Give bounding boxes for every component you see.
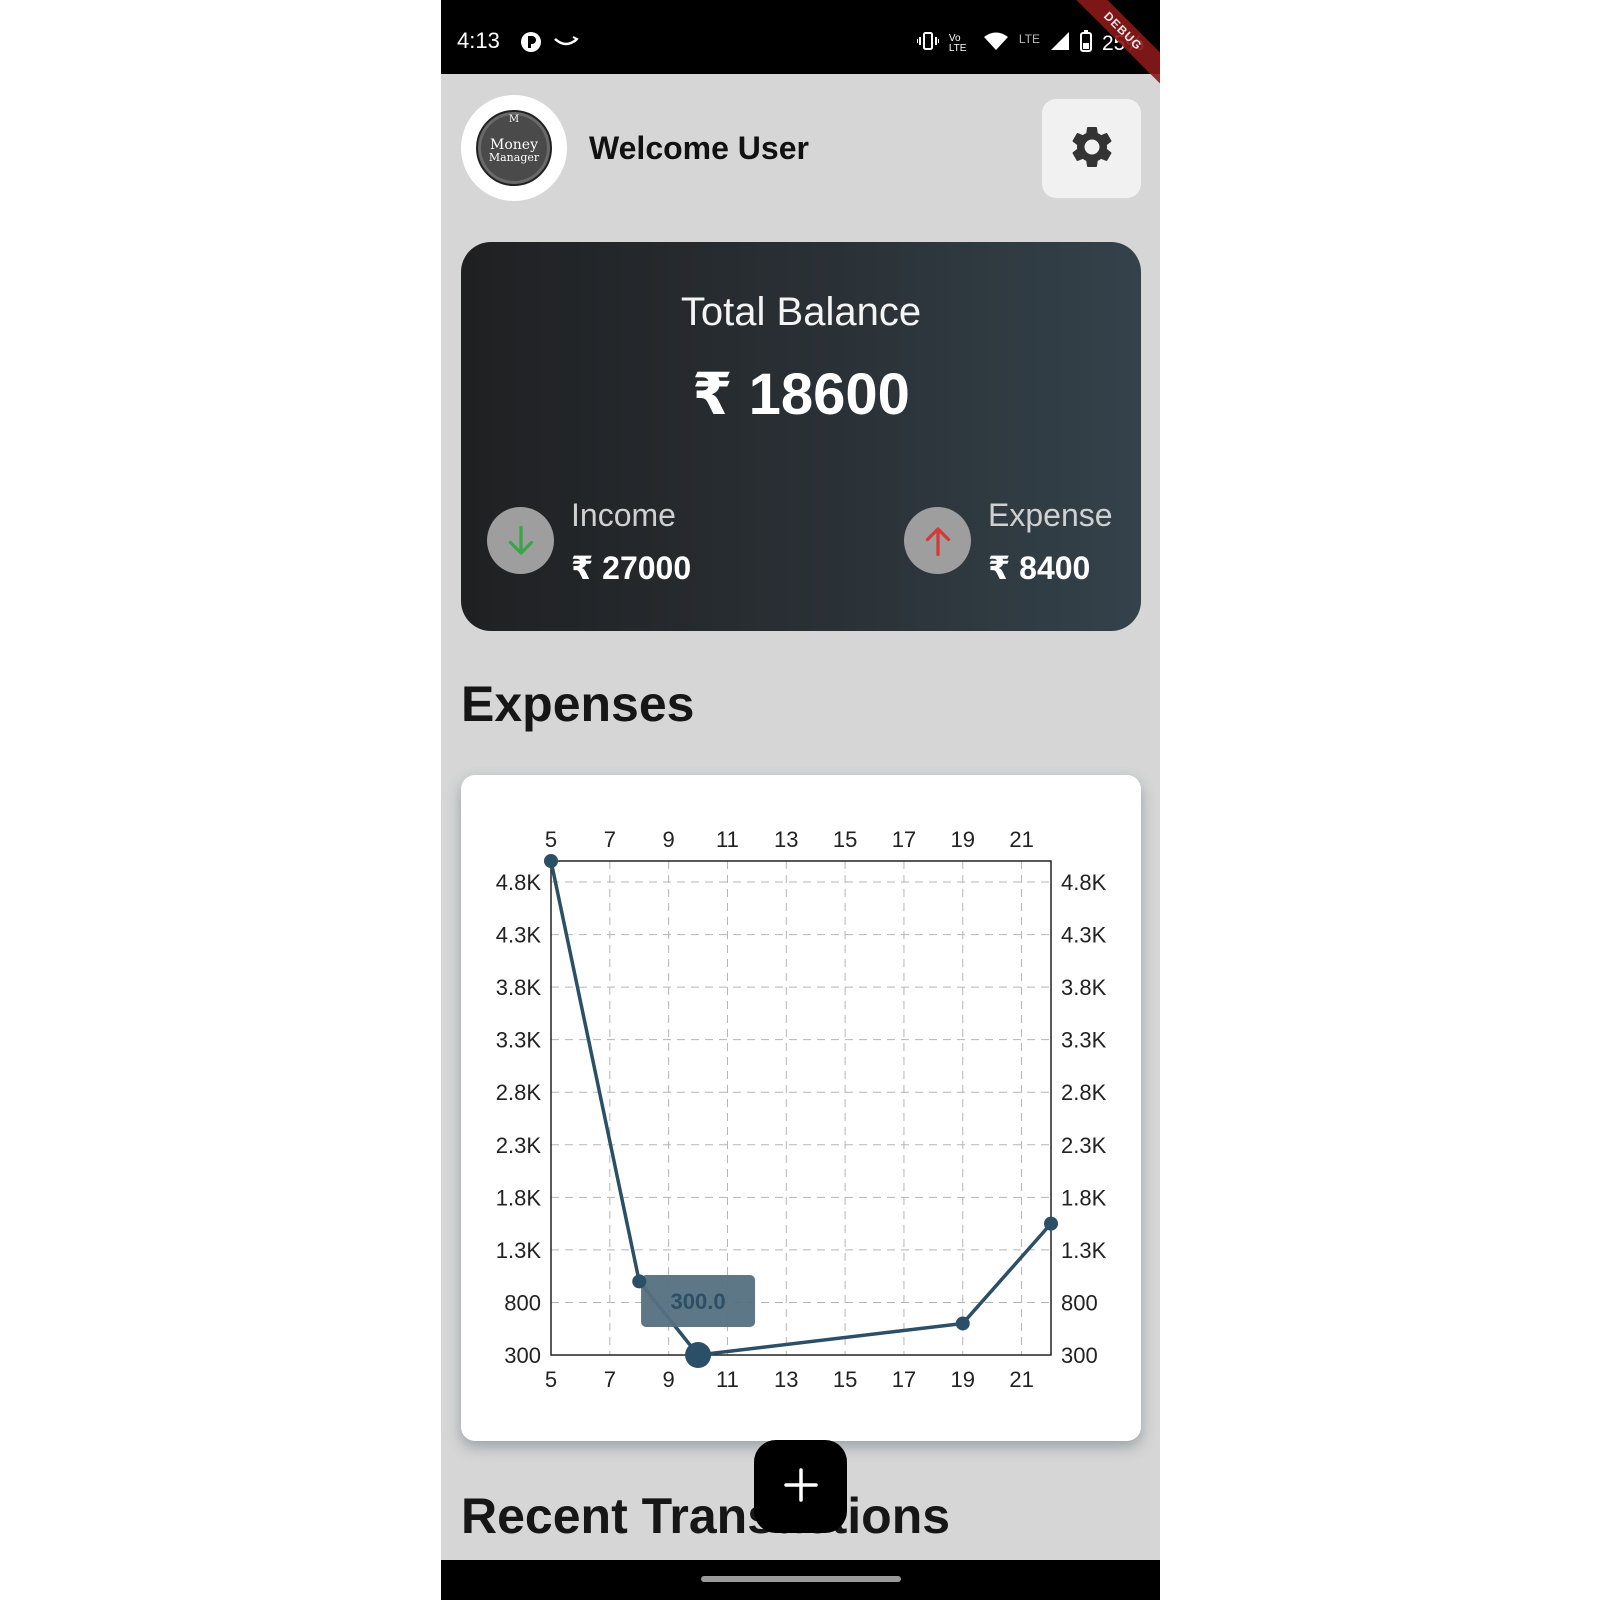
x-tick-label-top: 21 [1009, 827, 1033, 852]
phone-screen: 4:13 Vo LTE LTE 25% [441, 0, 1160, 1600]
expenses-line-chart[interactable]: 5 5 7 7 9 9 11 11 13 13 15 15 17 17 19 19 21 21 300 300 800 8… [461, 775, 1141, 1441]
income-arrow-icon [487, 507, 554, 574]
x-tick-label-top: 13 [774, 827, 798, 852]
y-tick-label-left: 300 [504, 1343, 541, 1368]
expense-label: Expense [988, 497, 1113, 533]
y-tick-label-left: 1.3K [496, 1238, 542, 1263]
x-tick-label-bottom: 9 [663, 1367, 675, 1392]
volte-icon: Vo LTE [948, 32, 967, 54]
expense-value: ₹ 8400 [988, 550, 1091, 586]
expense-series-line [549, 860, 1053, 1357]
x-tick-label-top: 9 [663, 827, 675, 852]
data-point[interactable] [544, 854, 558, 868]
vibrate-icon [915, 31, 940, 56]
recent-transactions-title: Recent Transactions [461, 1488, 951, 1544]
income-value: ₹ 27000 [571, 550, 692, 586]
welcome-title: Welcome User [589, 130, 809, 166]
y-tick-label-right: 1.3K [1061, 1238, 1107, 1263]
data-point[interactable] [632, 1274, 647, 1289]
y-tick-label-left: 3.3K [496, 1028, 542, 1053]
y-tick-label-right: 2.8K [1061, 1080, 1107, 1105]
wifi-icon [983, 31, 1009, 56]
total-balance-label: Total Balance [680, 290, 922, 334]
expenses-chart-card: 5 5 7 7 9 9 11 11 13 13 15 15 17 17 19 19 21 21 300 300 800 8… [461, 775, 1141, 1441]
settings-button[interactable] [1042, 99, 1141, 198]
x-tick-label-bottom: 7 [604, 1367, 616, 1392]
data-point[interactable] [955, 1316, 970, 1331]
total-balance-amount: ₹ 18600 [692, 362, 910, 427]
plot-border [550, 860, 1052, 1356]
app-notification-icon [519, 30, 543, 59]
x-tick-label-bottom: 13 [774, 1367, 798, 1392]
x-tick-label-bottom: 21 [1009, 1367, 1033, 1392]
battery-icon [1079, 30, 1092, 57]
add-transaction-button[interactable] [754, 1440, 847, 1533]
home-gesture-handle[interactable] [701, 1576, 901, 1582]
x-tick-label-bottom: 5 [545, 1367, 557, 1392]
x-tick-label-top: 7 [604, 827, 616, 852]
x-tick-label-top: 15 [833, 827, 857, 852]
y-tick-label-left: 2.8K [496, 1080, 542, 1105]
y-tick-label-left: 3.8K [496, 975, 542, 1000]
network-type-label: LTE [1018, 31, 1040, 46]
y-tick-label-left: 2.3K [496, 1133, 542, 1158]
y-tick-label-right: 4.3K [1061, 923, 1107, 948]
expenses-title: Expenses [461, 676, 695, 732]
y-tick-label-right: 4.8K [1061, 870, 1107, 895]
y-tick-label-left: 1.8K [496, 1185, 542, 1210]
y-tick-label-right: 2.3K [1061, 1133, 1107, 1158]
balance-card: Total Balance ₹ 18600 Income ₹ 27000 Exp… [461, 242, 1141, 631]
x-tick-label-top: 19 [951, 827, 975, 852]
x-tick-label-top: 5 [545, 827, 557, 852]
gear-icon [1067, 122, 1117, 175]
tooltip-box [641, 1275, 756, 1327]
y-tick-label-right: 800 [1061, 1290, 1098, 1315]
data-point[interactable] [685, 1342, 712, 1368]
expense-arrow-icon [904, 507, 971, 574]
status-bar: 4:13 Vo LTE LTE 25% [441, 0, 1160, 92]
data-point[interactable] [1044, 1216, 1058, 1231]
x-tick-label-bottom: 11 [716, 1367, 739, 1392]
y-tick-label-left: 800 [504, 1290, 541, 1315]
y-tick-label-right: 1.8K [1061, 1185, 1107, 1210]
x-tick-label-top: 17 [892, 827, 916, 852]
plus-icon [783, 1467, 819, 1506]
smile-notification-icon [553, 35, 579, 54]
money-manager-logo: M Money Manager [476, 110, 552, 186]
x-tick-label-bottom: 19 [951, 1367, 975, 1392]
income-label: Income [571, 497, 676, 533]
app-logo-avatar: M Money Manager [461, 95, 567, 201]
status-time: 4:13 [457, 28, 500, 53]
x-tick-label-bottom: 17 [892, 1367, 916, 1392]
y-tick-label-right: 300 [1061, 1343, 1098, 1368]
x-tick-label-bottom: 15 [833, 1367, 857, 1392]
y-tick-label-right: 3.3K [1061, 1028, 1107, 1053]
tooltip-value: 300.0 [671, 1289, 726, 1314]
y-tick-label-right: 3.8K [1061, 975, 1107, 1000]
signal-icon [1050, 31, 1070, 56]
y-tick-label-left: 4.8K [496, 870, 542, 895]
system-nav-bar [441, 1560, 1160, 1600]
x-tick-label-top: 11 [716, 827, 739, 852]
y-tick-label-left: 4.3K [496, 923, 542, 948]
